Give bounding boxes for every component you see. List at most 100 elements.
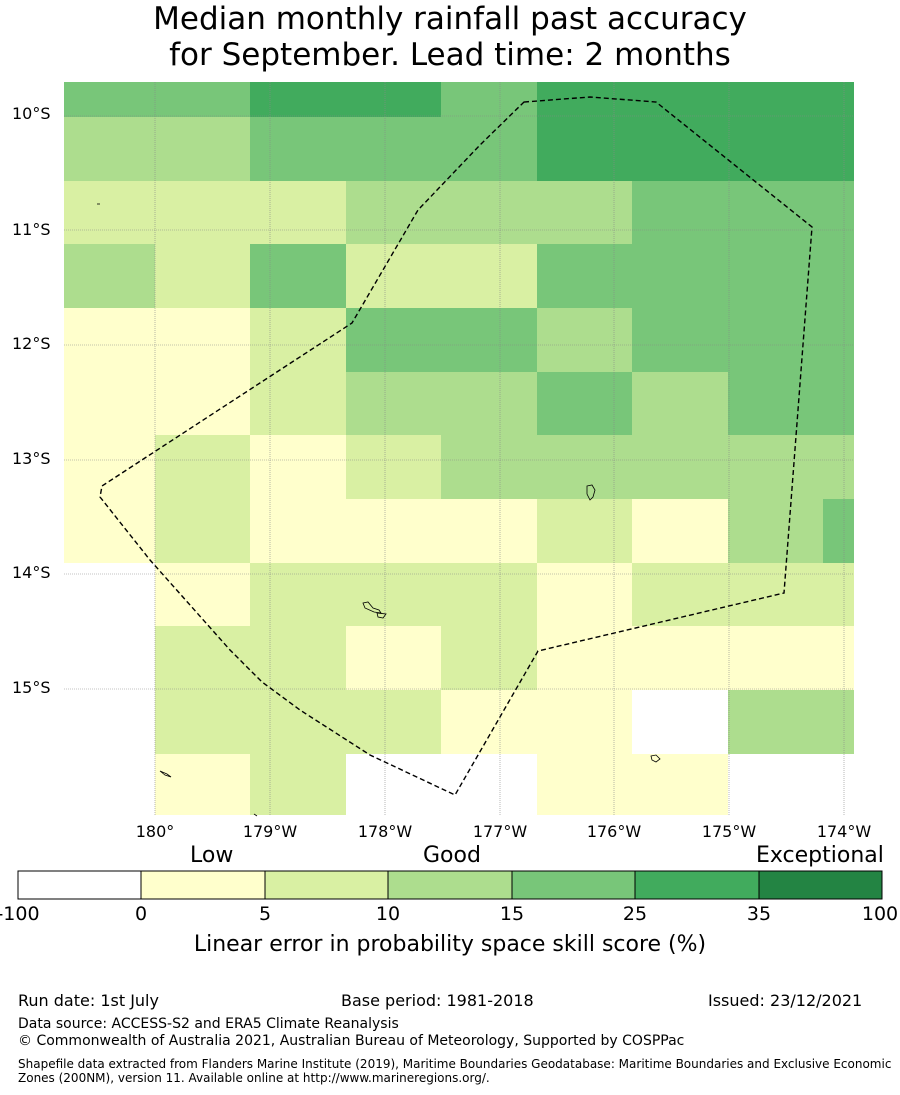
grid-cell [155,499,250,563]
grid-cell [155,82,250,117]
grid-cell [537,308,632,372]
category-label-good: Good [423,843,481,868]
grid-cell [250,372,346,435]
grid-cell [441,690,537,754]
grid-cell [346,82,441,117]
grid-cell [64,181,155,244]
grid-cell [441,435,537,499]
grid-cell [537,435,632,499]
grid-cell [632,117,728,181]
grid-cell [346,435,441,499]
skill-grid [64,82,854,815]
issued-date: Issued: 23/12/2021 [708,991,863,1010]
grid-cell [632,563,728,626]
grid-cell [441,117,537,181]
grid-cell [441,308,537,372]
grid-cell [728,181,854,244]
grid-cell [346,626,441,690]
grid-cell [537,117,632,181]
grid-cell [441,82,537,117]
colorbar-swatch [140,870,266,900]
lat-label: 11°S [12,220,51,239]
grid-cell [537,372,632,435]
grid-cell [250,117,346,181]
lat-label: 15°S [12,678,51,697]
chart-title-line-1: Median monthly rainfall past accuracy [153,1,747,37]
grid-cell [155,563,250,626]
grid-cell [728,690,854,754]
grid-cell [537,754,632,815]
grid-cell [155,435,250,499]
grid-cell [155,117,250,181]
grid-cell [250,181,346,244]
data-source: Data source: ACCESS-S2 and ERA5 Climate … [18,1016,399,1032]
grid-cell [728,626,854,690]
colorbar-swatch [511,870,636,900]
grid-cell [155,372,250,435]
grid-cell [441,244,537,308]
grid-cell [64,244,155,308]
colorbar-swatch [634,870,760,900]
grid-cell [537,690,632,754]
grid-cell [441,372,537,435]
chart-title-line-2: for September. Lead time: 2 months [169,37,731,73]
lon-label: 174°W [816,822,872,841]
lon-label: 179°W [242,822,298,841]
grid-cell [632,754,728,815]
colorbar-tick: 100 [861,903,899,925]
grid-cell [346,690,441,754]
colorbar-swatch [17,870,142,900]
grid-cell [728,308,854,372]
lon-label: 175°W [701,822,757,841]
colorbar-tick: -100 [0,903,40,925]
run-date: Run date: 1st July [18,991,159,1010]
category-label-low: Low [190,843,234,868]
colorbar-title: Linear error in probability space skill … [193,932,707,957]
lat-label: 10°S [12,104,51,123]
colorbar-tick: 25 [622,903,648,925]
grid-cell [823,499,854,563]
grid-cell [728,435,854,499]
lon-label: 176°W [586,822,642,841]
lat-label: 12°S [12,334,51,353]
grid-cell [250,690,346,754]
graticule [64,82,854,815]
base-period: Base period: 1981-2018 [341,991,534,1010]
island-outline [253,813,258,817]
island-outline [376,612,387,619]
colorbar-swatch [264,870,389,900]
lat-label: 13°S [12,449,51,468]
grid-cell [64,82,155,117]
colorbar-tick: 0 [134,903,148,925]
grid-cell [441,499,537,563]
grid-cell [632,372,728,435]
grid-cell [346,563,441,626]
grid-cell [441,563,537,626]
grid-cell [155,690,250,754]
copyright-notice: © Commonwealth of Australia 2021, Austra… [18,1033,685,1049]
grid-cell [728,82,854,117]
grid-cell [250,435,346,499]
grid-cell [155,181,250,244]
colorbar-tick: 35 [746,903,772,925]
grid-cell [346,181,441,244]
colorbar-swatch [758,870,883,900]
grid-cell [250,754,346,815]
grid-cell [537,244,632,308]
lon-label: 178°W [357,822,413,841]
grid-cell [64,499,155,563]
island-outline [586,484,596,501]
colorbar-swatch [387,870,513,900]
colorbar [17,870,883,900]
lat-label: 14°S [12,563,51,582]
grid-cell [632,82,728,117]
grid-cell [64,372,155,435]
grid-cell [441,181,537,244]
grid-cell [250,82,346,117]
island-outline [362,601,382,614]
grid-cell [537,181,632,244]
grid-cell [823,754,854,815]
grid-cell [250,563,346,626]
grid-cell [632,435,728,499]
